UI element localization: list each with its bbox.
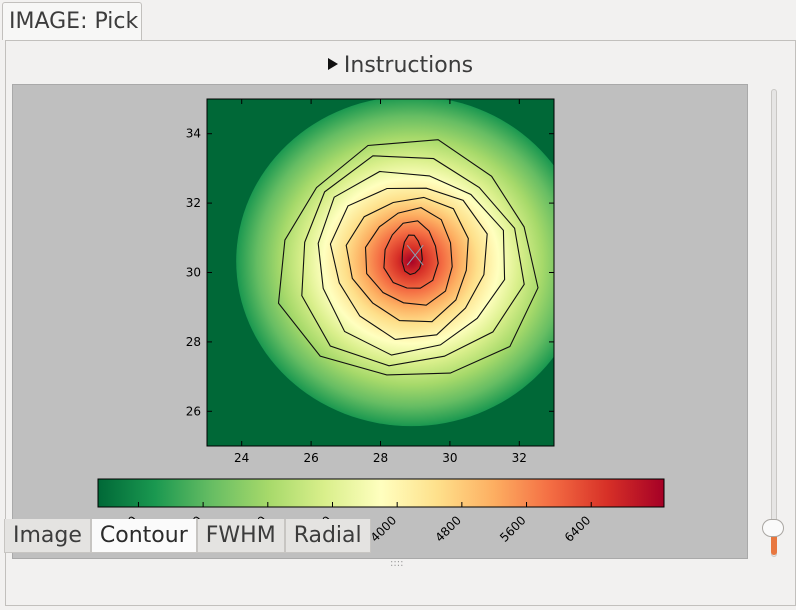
contour-line-4400 [345,196,469,323]
contour-line-5200 [364,207,453,306]
colorbar-tick-label: 5600 [497,513,528,544]
peak-marker-line-2 [406,244,424,266]
colorbar-tick-label: 6400 [562,513,593,544]
contour-line-6000 [383,220,439,289]
tab-contour[interactable]: Contour [90,519,197,553]
instructions-toggle[interactable]: Instructions [6,53,795,78]
vertical-slider-track[interactable] [771,89,777,557]
expand-triangle-icon [327,58,338,70]
vertical-slider-handle[interactable] [762,519,784,537]
x-tick-label: 26 [303,451,318,465]
window-tab-title[interactable]: IMAGE: Pick [2,2,142,40]
contour-line-6800 [401,234,423,276]
contour-line-1200 [277,139,539,376]
x-tick-label: 32 [512,451,527,465]
tab-image[interactable]: Image [4,519,91,553]
tab-fwhm[interactable]: FWHM [196,519,285,553]
pick-panel: Instructions 242628303226283032348001600… [5,40,796,606]
tab-radial[interactable]: Radial [284,519,371,553]
contour-line-3600 [329,187,488,340]
y-tick-label: 28 [186,335,201,349]
x-tick-label: 28 [373,451,388,465]
colorbar-tick-label: 4000 [368,513,399,544]
colorbar-tick-label: 4800 [432,513,463,544]
colorbar [97,478,665,508]
contour-line-2800 [317,170,506,356]
instructions-label: Instructions [343,53,474,78]
y-tick-label: 32 [186,196,201,210]
plot-area[interactable]: 2426283032262830323480016002400320040004… [12,84,748,559]
heatmap-field [236,99,554,427]
bottom-tabs: Image Contour FWHM Radial [4,519,371,553]
vertical-slider-fill [771,531,777,555]
resize-grip-icon[interactable]: :::: [390,558,404,569]
contour-line-2000 [301,155,525,367]
contour-chart[interactable]: 2426283032262830323480016002400320040004… [13,85,747,558]
y-tick-label: 34 [186,127,201,141]
x-tick-label: 24 [234,451,249,465]
x-tick-label: 30 [442,451,457,465]
y-tick-label: 26 [186,404,201,418]
y-tick-label: 30 [186,266,201,280]
